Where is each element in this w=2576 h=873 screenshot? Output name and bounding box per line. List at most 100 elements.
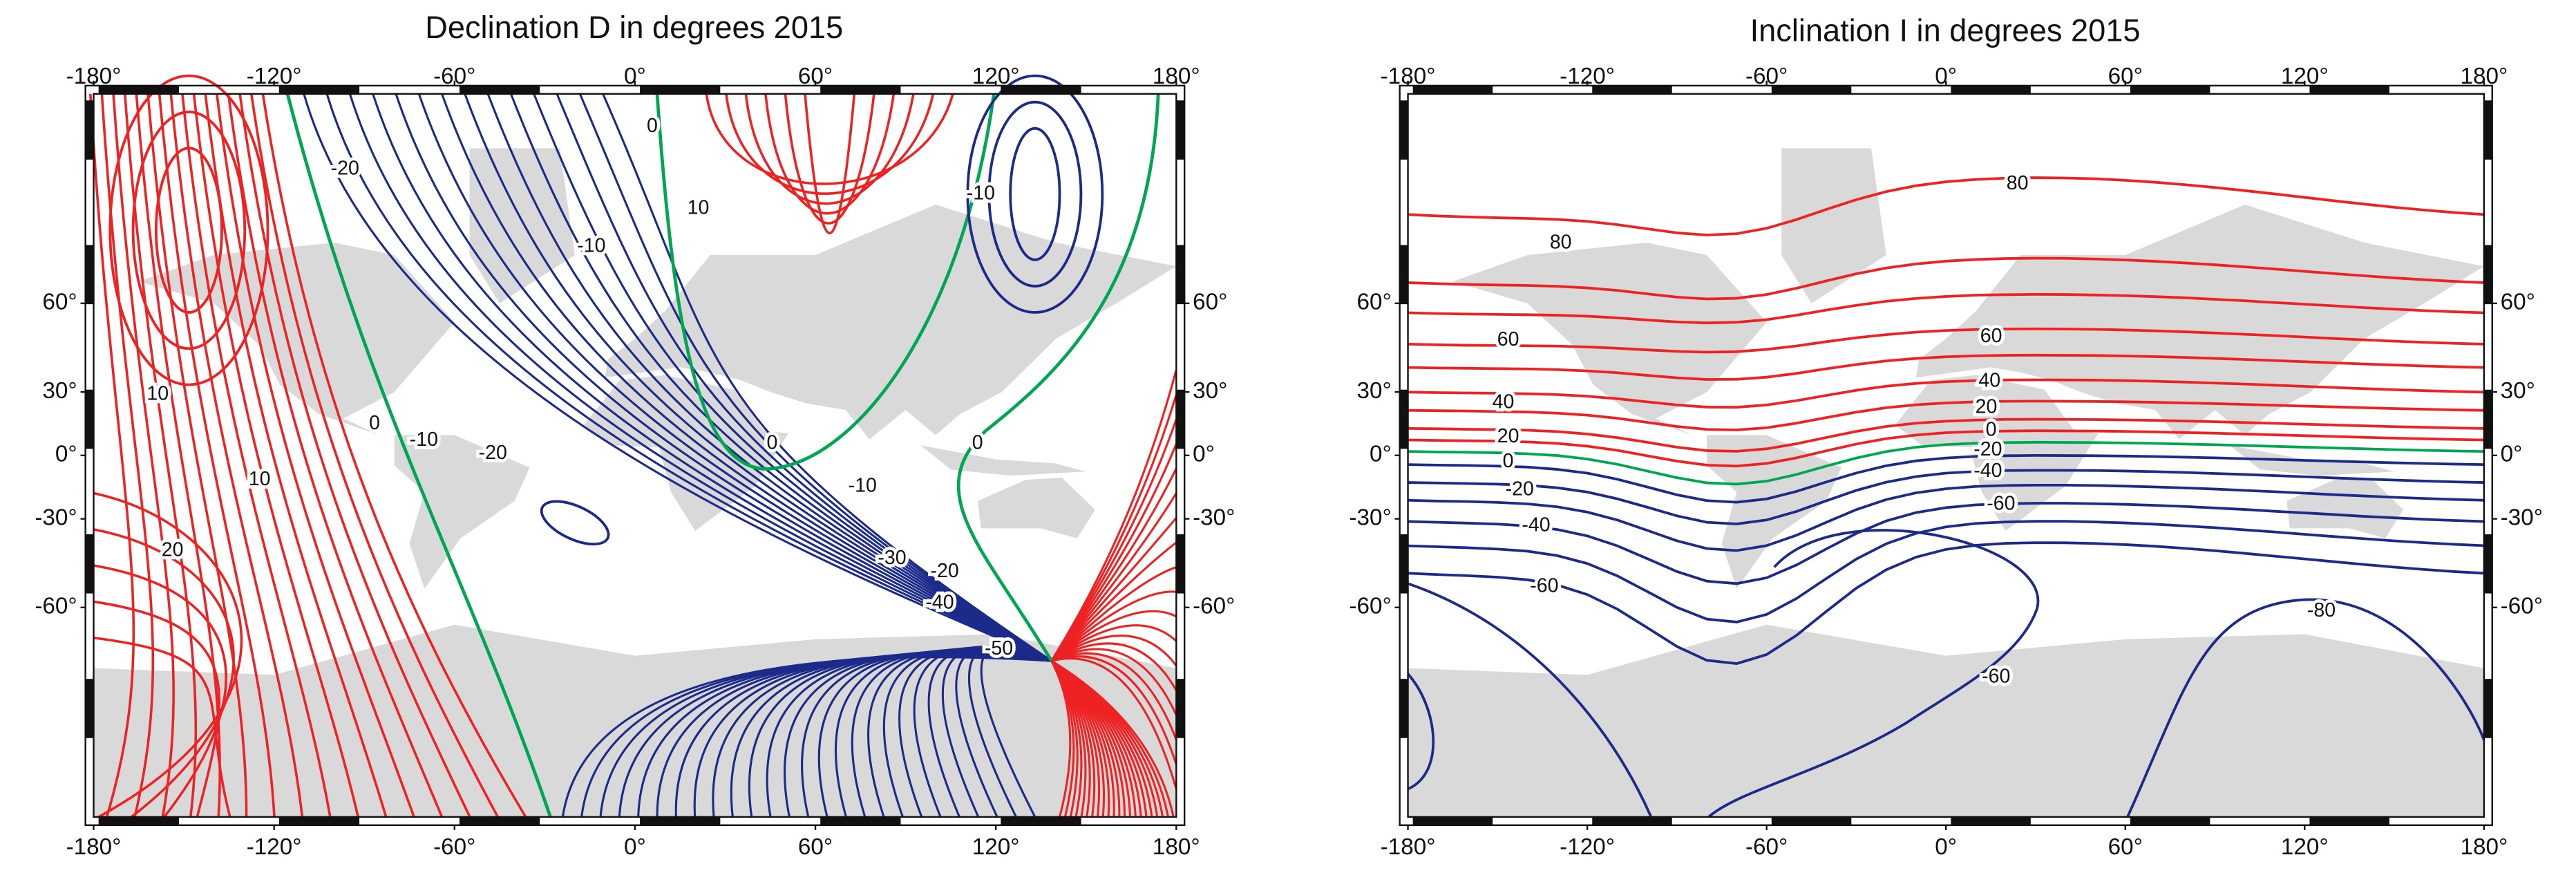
contour-line — [1407, 582, 1653, 818]
contour-label: -20 — [1506, 478, 1534, 500]
contour-label: 0 — [1503, 450, 1514, 472]
contour-line — [1408, 292, 2484, 325]
contour-line — [1408, 176, 2484, 236]
contour-label: 0 — [1986, 419, 1997, 441]
contour-label: 0 — [647, 115, 658, 137]
x-tick-label: 60° — [2108, 834, 2143, 860]
frame-bar — [2130, 816, 2210, 825]
contour-loop — [540, 500, 610, 546]
contour-line — [744, 93, 915, 205]
y-tick-label: 0° — [1370, 442, 1392, 467]
contour-label: -60 — [1530, 575, 1558, 597]
contour-line — [1051, 657, 1177, 789]
frame-bar — [1771, 816, 1852, 825]
frame-bar — [2483, 245, 2492, 305]
contour-label: -40 — [1522, 514, 1550, 536]
y-tick-label: -60° — [1349, 594, 1391, 619]
contour-line — [578, 93, 1052, 662]
contour-line — [348, 93, 1052, 662]
frame-bar — [98, 85, 179, 94]
frame-bar — [2483, 100, 2492, 160]
contour-line — [1408, 378, 2484, 409]
contour-loop — [108, 74, 269, 386]
land — [93, 148, 2484, 817]
frame-bar — [1176, 100, 1185, 160]
contour-line — [1408, 429, 2484, 468]
contour-line — [1050, 517, 1177, 662]
contour-line — [93, 491, 243, 818]
contour-line — [250, 93, 499, 818]
contour-line — [464, 93, 1052, 662]
frame-bar — [278, 85, 360, 94]
y-tick-label: -30° — [2501, 505, 2543, 530]
contour-line — [1050, 635, 1177, 667]
contour-label: -60 — [1987, 493, 2015, 515]
y-tick-label: -60° — [2501, 594, 2543, 619]
contour-line — [93, 564, 227, 818]
continent — [978, 478, 1095, 538]
frame-bar — [1412, 85, 1493, 94]
frame-bar — [820, 85, 901, 94]
y-tick-label: 60° — [1193, 290, 1227, 315]
contour-line — [1408, 502, 2484, 585]
frame-inner — [93, 93, 1177, 818]
contour-line — [261, 93, 527, 818]
contour-line — [1408, 541, 2484, 666]
contour-line — [123, 93, 198, 818]
contour-label: -20 — [331, 158, 359, 180]
contour-loop — [1009, 126, 1061, 261]
y-tick-label: 30° — [2501, 378, 2535, 404]
contour-line — [1408, 400, 2484, 431]
y-tick-label: -30° — [35, 505, 77, 530]
frame-bar — [1176, 245, 1185, 305]
contour-label: -20 — [1973, 438, 2002, 460]
x-tick-label: -120° — [247, 64, 302, 89]
continent — [1781, 148, 1886, 303]
contour-line — [441, 93, 1052, 662]
contour-line — [1408, 520, 2484, 623]
contour-label: 10 — [688, 197, 710, 219]
contour-label: 40 — [1978, 369, 2000, 391]
frame-bar — [1399, 534, 1408, 594]
contour-line — [1050, 468, 1177, 661]
contour-label: -60 — [1982, 665, 2010, 687]
contour-line — [561, 656, 1052, 818]
y-tick-label: -30° — [1193, 505, 1235, 530]
map-title: Inclination I in degrees 2015 — [1750, 13, 2141, 48]
frame-bar — [85, 100, 94, 160]
contour-line — [1408, 453, 2484, 504]
contour-label: -40 — [925, 591, 954, 613]
contour-label: 60 — [1497, 328, 1519, 350]
x-tick-label: 120° — [2281, 64, 2329, 89]
contour-label: -20 — [479, 442, 507, 464]
contour-line — [602, 93, 1052, 662]
frame-bar — [459, 816, 540, 825]
contour-label: -40 — [1973, 460, 2002, 482]
x-tick-label: 0° — [1935, 64, 1957, 89]
contour-line — [1408, 256, 2484, 301]
x-tick-label: -120° — [1560, 64, 1615, 89]
x-tick-label: 0° — [624, 64, 646, 89]
contour-label: -10 — [967, 182, 995, 204]
contour-line — [1050, 648, 1177, 716]
y-tick-label: 60° — [1356, 290, 1391, 315]
x-tick-label: 180° — [2460, 64, 2508, 89]
frame-bar — [85, 679, 94, 738]
frame-bar — [1771, 85, 1852, 94]
frame-bar — [459, 85, 540, 94]
contour-line — [1408, 483, 2484, 552]
contour-line — [1407, 673, 1435, 791]
x-tick-label: 180° — [1153, 64, 1200, 89]
contour-line — [303, 93, 1052, 662]
continent — [2286, 478, 2404, 538]
contour-label: 20 — [1976, 395, 1998, 417]
contour-line — [146, 93, 248, 817]
y-tick-label: 60° — [2501, 290, 2535, 315]
y-tick-label: 30° — [1356, 378, 1391, 404]
contour-label: -80 — [2307, 599, 2336, 621]
x-tick-label: -180° — [66, 834, 122, 860]
x-tick-label: 60° — [798, 834, 833, 860]
x-tick-label: 120° — [972, 64, 1020, 89]
contour-label: 40 — [1493, 391, 1515, 413]
y-tick-label: -60° — [1193, 594, 1235, 619]
